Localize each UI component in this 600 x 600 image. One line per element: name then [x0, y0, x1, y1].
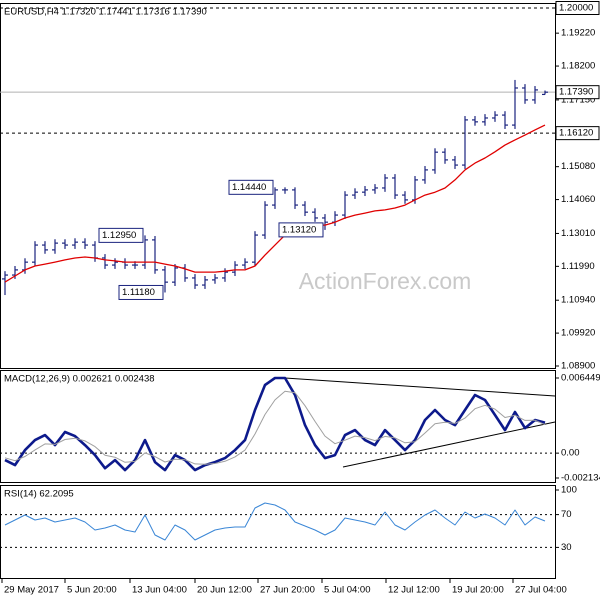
x-tick-label: 5 Jun 20:00: [67, 585, 117, 596]
y-tick-label: 1.14060: [561, 194, 595, 205]
line-series: [4, 390, 546, 465]
panel-title: MACD(12,26,9) 0.002621 0.002438: [4, 374, 155, 385]
y-tick-label: 1.09920: [561, 328, 595, 339]
price-label: 1.17390: [559, 87, 593, 98]
y-tick-label: 70: [561, 509, 572, 520]
trendline: [342, 421, 556, 468]
price-label: 1.20000: [559, 3, 593, 14]
line-series: [4, 124, 546, 283]
x-tick-label: 27 Jul 04:00: [515, 585, 567, 596]
panel-title: RSI(14) 62.2095: [4, 489, 74, 500]
x-tick-label: 13 Jun 04:00: [132, 585, 187, 596]
y-tick-label: 1.19220: [561, 28, 595, 39]
y-tick-label: 100: [561, 485, 577, 496]
y-tick-label: 30: [561, 542, 572, 553]
panel-title: EURUSD,H4 1.17320 1.17441 1.17316 1.1739…: [4, 7, 207, 18]
annotation-box: [228, 179, 274, 195]
y-tick-label: 1.11990: [561, 261, 595, 272]
price-label-box: [555, 85, 600, 100]
annotation-label: 1.13120: [282, 224, 316, 235]
x-tick-label: 19 Jul 20:00: [452, 585, 504, 596]
annotation-label: 1.11180: [122, 287, 155, 298]
x-tick-label: 20 Jun 12:00: [197, 585, 252, 596]
y-tick-label: 0.006449: [561, 373, 600, 384]
annotation-label: 1.12950: [102, 230, 136, 241]
annotation-box: [98, 227, 144, 243]
annotation-label: 1.14440: [232, 182, 266, 193]
y-tick-label: 0.00: [561, 448, 580, 459]
annotation-box: [118, 284, 164, 300]
y-tick-label: 1.17150: [561, 94, 595, 105]
rsi-panel: [0, 485, 556, 579]
y-tick-label: 1.13010: [561, 228, 595, 239]
y-tick-label: -0.002134: [561, 473, 600, 484]
y-tick-label: 1.15080: [561, 161, 595, 172]
y-tick-label: 1.18200: [561, 61, 595, 72]
annotation-box: [278, 222, 324, 238]
price-label-box: [555, 1, 600, 15]
x-tick-label: 5 Jul 04:00: [324, 585, 370, 596]
price-label: 1.16120: [559, 128, 593, 139]
x-tick-label: 12 Jul 12:00: [388, 585, 440, 596]
price-label-box: [555, 126, 600, 141]
x-tick-label: 29 May 2017: [4, 585, 59, 596]
x-tick-label: 27 Jun 20:00: [260, 585, 315, 596]
macd-panel: [0, 370, 556, 483]
y-tick-label: 1.08900: [561, 361, 595, 372]
price-panel: [0, 3, 556, 369]
trendline: [284, 377, 556, 397]
watermark: ActionForex.com: [299, 268, 472, 294]
line-series: [4, 376, 546, 472]
y-tick-label: 1.10940: [561, 295, 595, 306]
line-series: [4, 502, 546, 541]
